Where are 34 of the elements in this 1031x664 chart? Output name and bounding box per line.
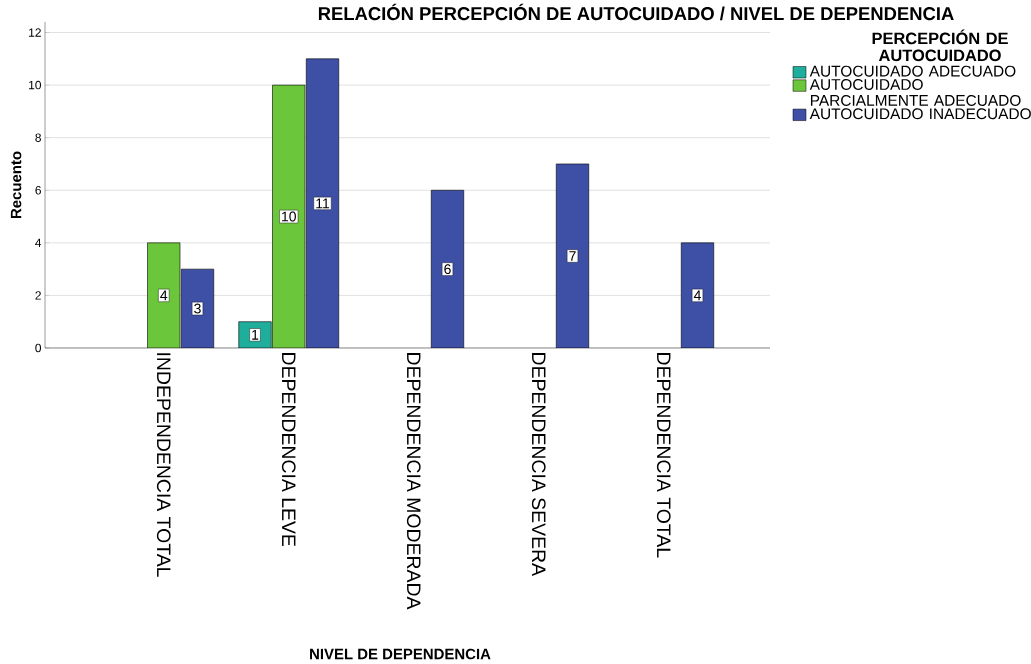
y-tick-label: 0 <box>35 343 42 353</box>
x-tick-label: DEPENDENCIA SEVERA <box>531 353 546 576</box>
legend-label: AUTOCUIDADO INADECUADO <box>809 108 1031 120</box>
legend-label: AUTOCUIDADO PARCIALMENTE ADECUADO <box>809 79 1021 106</box>
y-axis-title: Recuento <box>10 151 22 219</box>
y-tick-label: 10 <box>29 80 42 90</box>
y-tick-label: 8 <box>35 133 41 142</box>
bar <box>431 190 464 348</box>
bar <box>181 269 214 348</box>
bar <box>556 163 589 348</box>
x-tick-label: DEPENDENCIA MODERADA <box>406 353 421 610</box>
data-label: 4 <box>160 290 168 301</box>
bar <box>306 58 339 348</box>
x-axis-title: NIVEL DE DEPENDENCIA <box>310 648 491 660</box>
legend-label: AUTOCUIDADO ADECUADO <box>809 65 1016 77</box>
bar <box>680 242 715 348</box>
chart-title: RELACIÓN PERCEPCIÓN DE AUTOCUIDADO / NIVEL DE DEPENDENCIA <box>318 3 954 21</box>
y-tick-label: 2 <box>35 291 41 300</box>
y-tick-label: 12 <box>29 28 41 37</box>
x-tick-label: INDEPENDENCIA TOTAL <box>156 353 171 577</box>
data-label: 1 <box>252 330 259 340</box>
x-tick-label: DEPENDENCIA TOTAL <box>656 353 671 558</box>
bar <box>272 84 306 348</box>
y-tick-label: 4 <box>35 238 42 247</box>
data-label: 6 <box>444 264 451 275</box>
y-tick-label: 6 <box>35 186 41 195</box>
data-label: 4 <box>693 290 701 301</box>
data-label: 3 <box>194 303 201 314</box>
legend-title: PERCEPCIÓN DE AUTOCUIDADO <box>872 29 1008 62</box>
data-label: 11 <box>316 198 330 209</box>
data-label: 10 <box>282 211 296 222</box>
x-tick-label: DEPENDENCIA LEVE <box>281 353 296 547</box>
data-label: 7 <box>569 251 576 261</box>
bar <box>147 242 180 348</box>
